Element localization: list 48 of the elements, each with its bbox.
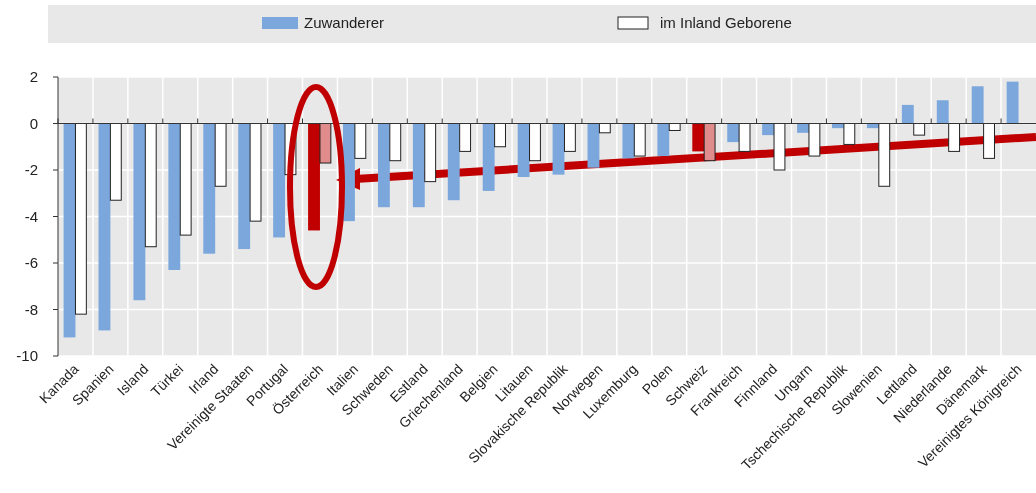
y-tick-label: 2: [29, 68, 38, 86]
bar: [529, 123, 541, 162]
bar: [703, 123, 716, 162]
bar: [377, 123, 390, 208]
bar: [971, 86, 984, 124]
bar: [797, 123, 809, 133]
bar: [203, 123, 216, 254]
bar: [563, 123, 576, 152]
bar: [983, 123, 995, 159]
bar: [843, 123, 856, 145]
y-tick-label: -8: [24, 300, 38, 318]
bar: [459, 123, 472, 152]
bar: [389, 123, 402, 162]
bar: [692, 123, 705, 152]
bar: [494, 123, 506, 148]
y-tick-label: -10: [16, 347, 38, 365]
bar: [738, 123, 751, 152]
y-tick-label: 0: [29, 114, 38, 132]
y-tick-label: -2: [24, 161, 38, 179]
bar: [727, 123, 740, 143]
bar: [447, 123, 460, 201]
bar: [517, 123, 530, 177]
bar: [168, 123, 181, 270]
bar: [98, 123, 111, 331]
legend-label: Zuwanderer: [304, 14, 385, 32]
bar: [354, 123, 367, 159]
bar: [273, 123, 286, 238]
bar: [482, 123, 495, 191]
bar: [133, 123, 146, 301]
bar: [587, 123, 600, 168]
bar: [238, 123, 251, 250]
bar: [901, 104, 914, 124]
y-tick-label: -6: [24, 254, 38, 272]
bar: [913, 123, 926, 136]
bar: [657, 123, 670, 157]
bar: [948, 123, 961, 152]
bar: [63, 123, 76, 338]
bar: [808, 123, 821, 157]
legend-label: im Inland Geborene: [660, 14, 792, 32]
bar: [1006, 81, 1019, 124]
bar: [552, 123, 565, 175]
bar: [319, 123, 332, 164]
bar: [412, 123, 425, 208]
bar: [622, 123, 635, 159]
bar: [308, 123, 320, 231]
bar: [633, 123, 646, 157]
y-tick-label: -4: [24, 207, 38, 225]
bar: [936, 100, 949, 124]
